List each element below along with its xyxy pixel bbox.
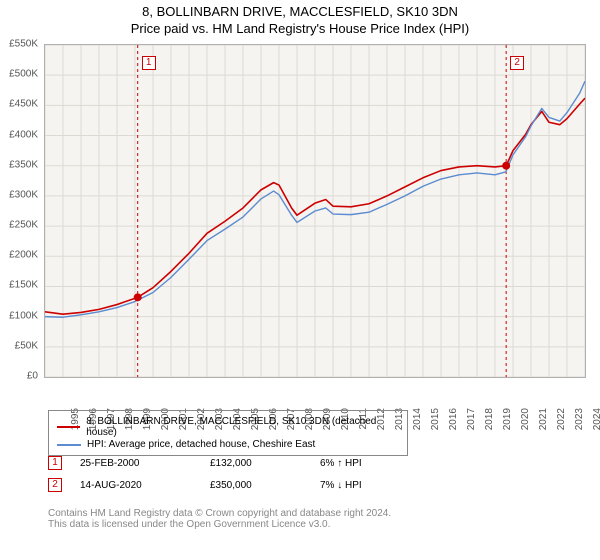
transaction-marker: 1 <box>142 56 156 70</box>
y-axis-label: £50K <box>0 340 38 351</box>
legend-swatch <box>57 444 81 446</box>
legend-label: 8, BOLLINBARN DRIVE, MACCLESFIELD, SK10 … <box>86 416 399 438</box>
legend-swatch <box>57 426 80 428</box>
transaction-row: 2 14-AUG-2020£350,0007% ↓ HPI <box>48 478 362 492</box>
x-axis-label: 2014 <box>412 408 423 438</box>
legend-label: HPI: Average price, detached house, Ches… <box>87 439 315 450</box>
transaction-number-box: 1 <box>48 456 62 470</box>
transaction-date: 14-AUG-2020 <box>80 480 210 491</box>
transaction-row: 1 25-FEB-2000£132,0006% ↑ HPI <box>48 456 362 470</box>
y-axis-label: £500K <box>0 69 38 80</box>
transaction-diff: 6% ↑ HPI <box>320 458 362 469</box>
legend-item: 8, BOLLINBARN DRIVE, MACCLESFIELD, SK10 … <box>57 416 399 438</box>
x-axis-label: 2017 <box>466 408 477 438</box>
chart-footer: Contains HM Land Registry data © Crown c… <box>48 508 391 530</box>
y-axis-label: £200K <box>0 250 38 261</box>
y-axis-label: £250K <box>0 220 38 231</box>
y-axis-label: £0 <box>0 371 38 382</box>
y-axis-label: £400K <box>0 129 38 140</box>
x-axis-label: 2019 <box>502 408 513 438</box>
footer-line-1: Contains HM Land Registry data © Crown c… <box>48 508 391 519</box>
footer-line-2: This data is licensed under the Open Gov… <box>48 519 391 530</box>
y-axis-label: £550K <box>0 39 38 50</box>
transaction-diff: 7% ↓ HPI <box>320 480 362 491</box>
y-axis-label: £450K <box>0 99 38 110</box>
chart-title-address: 8, BOLLINBARN DRIVE, MACCLESFIELD, SK10 … <box>0 4 600 19</box>
transaction-number-box: 2 <box>48 478 62 492</box>
transaction-price: £132,000 <box>210 458 320 469</box>
x-axis-label: 2022 <box>556 408 567 438</box>
x-axis-label: 2016 <box>448 408 459 438</box>
x-axis-label: 2021 <box>538 408 549 438</box>
x-axis-label: 2023 <box>574 408 585 438</box>
x-axis-label: 2024 <box>592 408 600 438</box>
y-axis-label: £350K <box>0 159 38 170</box>
legend-item: HPI: Average price, detached house, Ches… <box>57 439 399 450</box>
legend: 8, BOLLINBARN DRIVE, MACCLESFIELD, SK10 … <box>48 410 408 456</box>
x-axis-label: 2020 <box>520 408 531 438</box>
y-axis-label: £300K <box>0 189 38 200</box>
y-axis-label: £150K <box>0 280 38 291</box>
chart-plot-area <box>44 44 586 378</box>
transaction-marker: 2 <box>510 56 524 70</box>
transaction-date: 25-FEB-2000 <box>80 458 210 469</box>
x-axis-label: 2018 <box>484 408 495 438</box>
transaction-price: £350,000 <box>210 480 320 491</box>
x-axis-label: 2015 <box>430 408 441 438</box>
y-axis-label: £100K <box>0 310 38 321</box>
chart-subtitle: Price paid vs. HM Land Registry's House … <box>0 21 600 36</box>
